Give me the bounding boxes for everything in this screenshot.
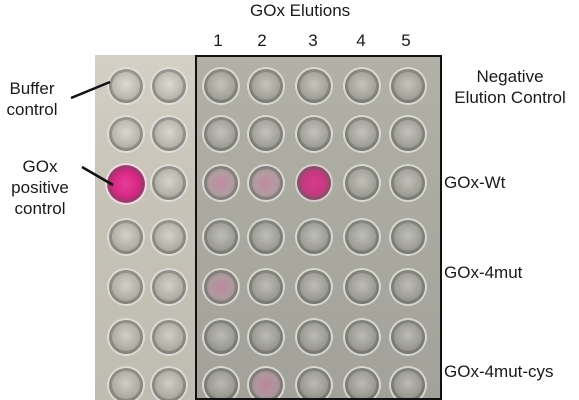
buffer-label-line-2: control (6, 100, 58, 119)
well (343, 366, 381, 400)
buffer-pointer-line (70, 80, 111, 100)
well (389, 164, 427, 202)
well (343, 67, 381, 105)
positive-control-label: GOx positive control (0, 156, 80, 219)
well (389, 366, 427, 400)
well (295, 67, 333, 105)
well (295, 218, 333, 256)
well-4mut-1 (202, 268, 240, 306)
well (150, 318, 188, 356)
well (389, 268, 427, 306)
negative-label-line-1: Negative (476, 67, 544, 86)
well (389, 67, 427, 105)
well (150, 218, 188, 256)
well (247, 218, 285, 256)
well (247, 115, 285, 153)
well (107, 218, 145, 256)
well (343, 268, 381, 306)
buffer-label-line-1: Buffer (9, 79, 55, 98)
well (295, 115, 333, 153)
well (202, 218, 240, 256)
well (295, 268, 333, 306)
well (389, 218, 427, 256)
negative-elution-label: Negative Elution Control (444, 66, 576, 108)
well (150, 164, 188, 202)
well-wt-2 (247, 164, 285, 202)
well (202, 366, 240, 400)
well (202, 67, 240, 105)
well-plate-photo (95, 55, 440, 400)
positive-label-line-1: GOx (22, 157, 58, 176)
well (150, 268, 188, 306)
header-title: GOx Elutions (250, 1, 351, 20)
well-wt-1 (202, 164, 240, 202)
well (150, 115, 188, 153)
well-wt-3 (295, 164, 333, 202)
well (202, 318, 240, 356)
well (150, 366, 188, 400)
buffer-control-label: Buffer control (0, 78, 64, 120)
gox-wt-label: GOx-Wt (444, 173, 506, 192)
well (107, 268, 145, 306)
well (389, 318, 427, 356)
well (343, 115, 381, 153)
column-label-1: 1 (213, 31, 223, 50)
well (107, 67, 145, 105)
gox-4mut-cys-label: GOx-4mut-cys (444, 362, 554, 381)
column-label-4: 4 (356, 31, 366, 50)
well-4mutcys-2 (247, 366, 285, 400)
negative-label-line-2: Elution Control (454, 88, 566, 107)
positive-label-line-3: control (14, 199, 66, 218)
positive-pointer-line (81, 165, 114, 187)
column-label-2: 2 (257, 31, 267, 50)
well (107, 366, 145, 400)
well (247, 67, 285, 105)
well (389, 115, 427, 153)
well (343, 218, 381, 256)
well (343, 318, 381, 356)
well (202, 115, 240, 153)
well (247, 318, 285, 356)
well (107, 318, 145, 356)
well (150, 67, 188, 105)
well (343, 164, 381, 202)
well (247, 268, 285, 306)
column-label-3: 3 (308, 31, 318, 50)
well (295, 318, 333, 356)
column-label-5: 5 (401, 31, 411, 50)
gox-4mut-label: GOx-4mut (444, 263, 523, 282)
well (107, 115, 145, 153)
well (295, 366, 333, 400)
positive-label-line-2: positive (11, 178, 69, 197)
